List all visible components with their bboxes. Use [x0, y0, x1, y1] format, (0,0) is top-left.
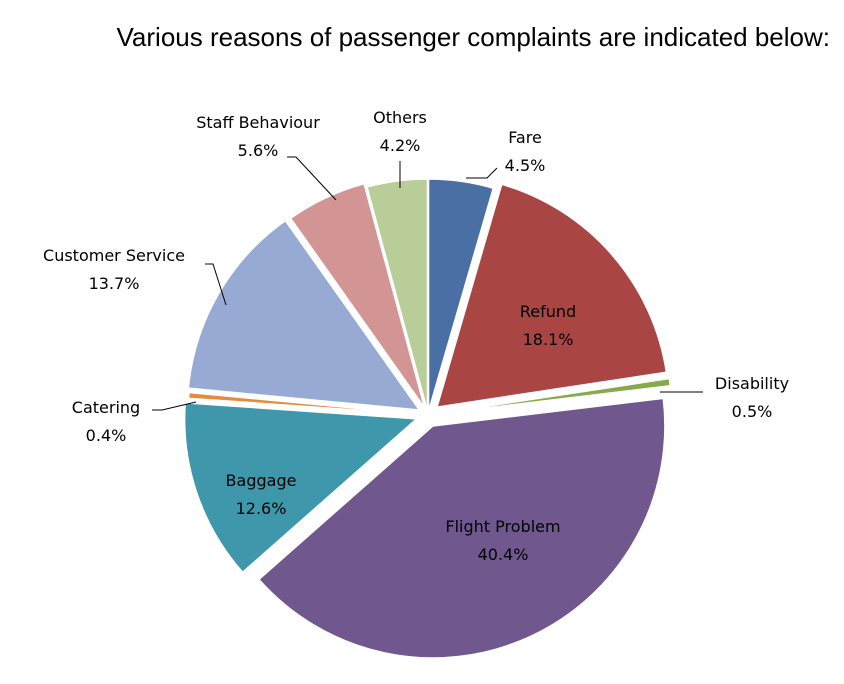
- chart-title: Various reasons of passenger complaints …: [116, 22, 830, 52]
- slice-label-disability: Disability: [715, 374, 789, 393]
- slice-label-catering: Catering: [72, 398, 140, 417]
- pie-slice-catering: [187, 391, 421, 416]
- slice-value-fare: 4.5%: [505, 156, 546, 175]
- pie-slice-others: [366, 178, 429, 412]
- pie-slice-disability: [439, 377, 672, 415]
- slice-label-staff-behaviour: Staff Behaviour: [196, 113, 320, 132]
- leader-lines: [152, 156, 703, 411]
- slice-value-disability: 0.5%: [732, 402, 773, 421]
- slice-value-staff-behaviour: 5.6%: [238, 141, 279, 160]
- pie-slice-customer-service: [187, 219, 421, 411]
- pie-slice-flight-problem: [257, 397, 666, 659]
- slice-value-others: 4.2%: [380, 136, 421, 155]
- leader-line-customer-service: [205, 263, 227, 306]
- slice-labels: Fare 4.5% Refund 18.1% Disability 0.5% Flight …: [43, 108, 789, 564]
- slice-value-catering: 0.4%: [86, 426, 127, 445]
- leader-line-staff-behaviour: [287, 156, 337, 201]
- slice-label-fare: Fare: [508, 128, 542, 147]
- pie-slice-refund: [435, 183, 668, 409]
- slice-label-others: Others: [373, 108, 427, 127]
- slice-value-customer-service: 13.7%: [89, 274, 140, 293]
- leader-line-catering: [152, 401, 197, 411]
- pie-slice-staff-behaviour: [289, 182, 426, 409]
- slice-label-baggage: Baggage: [226, 471, 297, 490]
- slice-value-baggage: 12.6%: [236, 499, 287, 518]
- pie-slices: [183, 178, 672, 659]
- slice-label-flight-problem: Flight Problem: [445, 517, 560, 536]
- pie-slice-fare: [427, 178, 495, 412]
- slice-value-refund: 18.1%: [523, 330, 574, 349]
- slice-label-customer-service: Customer Service: [43, 246, 185, 265]
- slice-label-refund: Refund: [520, 302, 576, 321]
- pie-slice-baggage: [183, 402, 419, 574]
- leader-line-fare: [466, 167, 498, 179]
- slice-value-flight-problem: 40.4%: [478, 545, 529, 564]
